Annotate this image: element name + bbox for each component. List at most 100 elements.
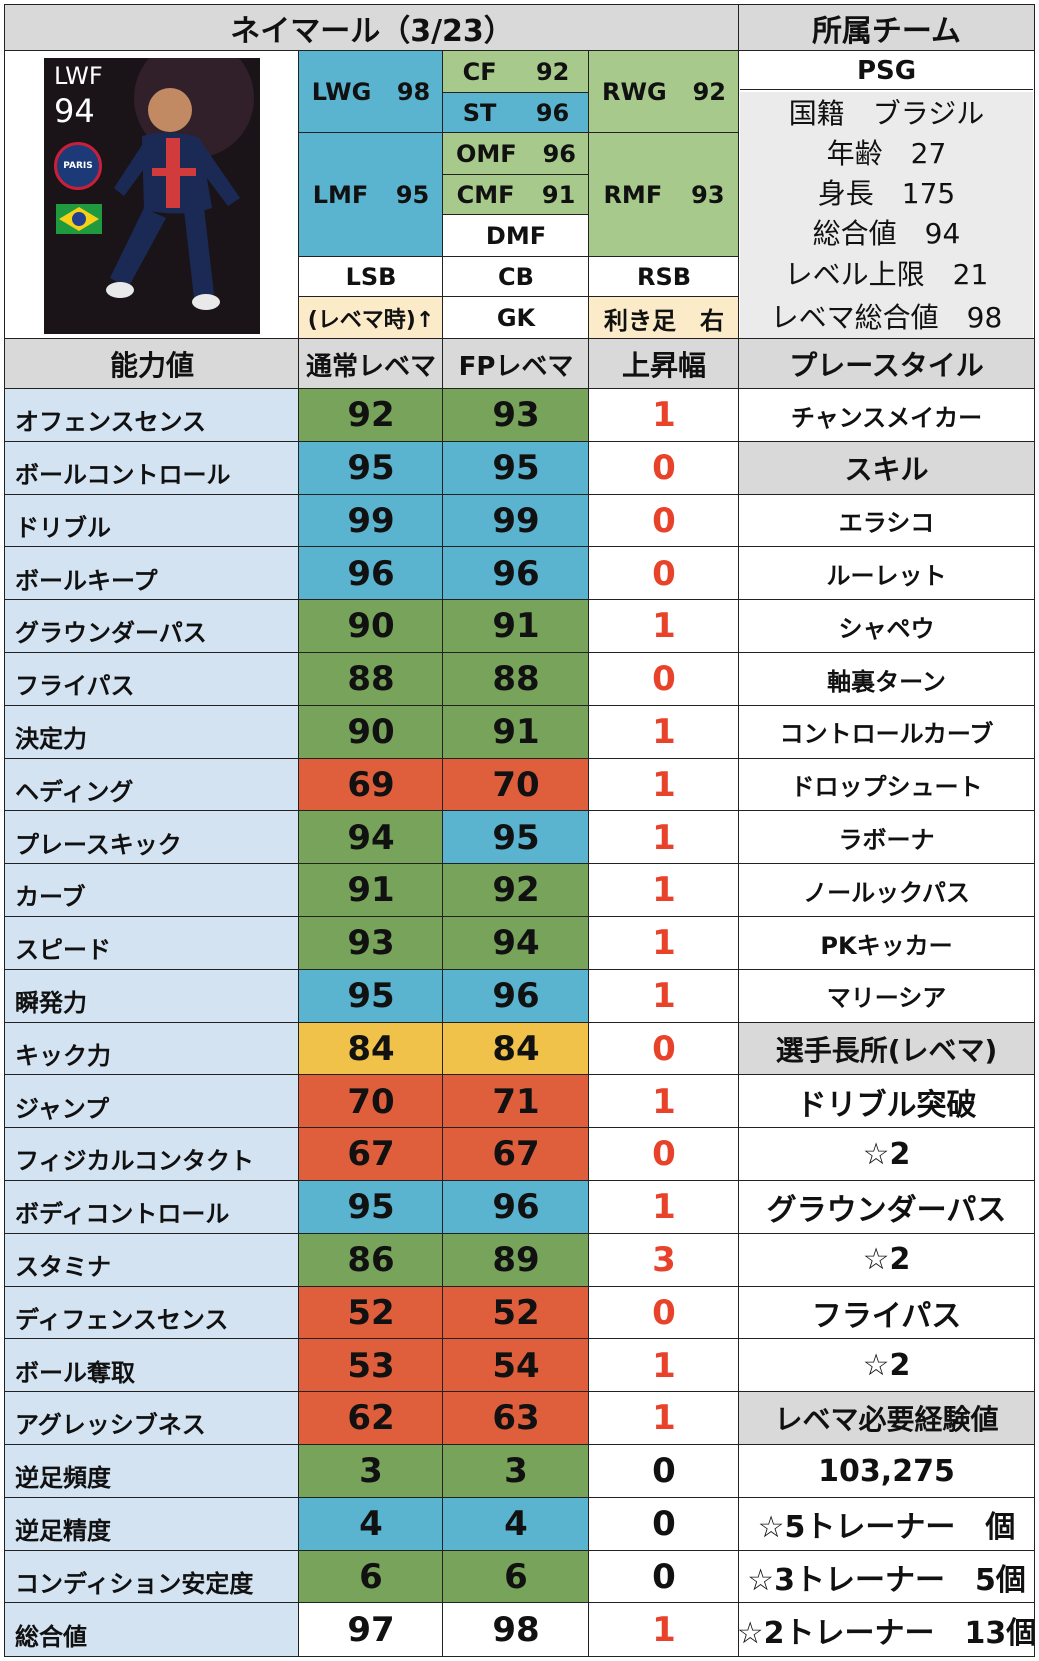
stat-name: ジャンプ bbox=[4, 1074, 300, 1129]
brazil-flag-icon bbox=[56, 204, 102, 234]
right-column-cell: レベマ必要経験値 bbox=[738, 1391, 1035, 1446]
stat-fp-value: 91 bbox=[442, 704, 590, 760]
stat-fp-value: 88 bbox=[442, 652, 590, 707]
right-column-cell: フライパス bbox=[738, 1285, 1035, 1340]
stat-diff-value: 0 bbox=[588, 1496, 740, 1552]
stat-normal-value: 88 bbox=[298, 652, 444, 707]
stat-fp-value: 6 bbox=[442, 1549, 590, 1604]
pos-rsb: RSB bbox=[588, 256, 740, 298]
stat-diff-value: 0 bbox=[588, 1549, 740, 1604]
max-level-overall: レベマ総合値 98 bbox=[740, 294, 1033, 338]
col-header-ability: 能力値 bbox=[4, 338, 300, 390]
stat-fp-value: 95 bbox=[442, 440, 590, 496]
stat-normal-value: 4 bbox=[298, 1496, 444, 1552]
stat-diff-value: 1 bbox=[588, 599, 740, 654]
club-badge-text: PARIS bbox=[63, 161, 93, 171]
stat-diff-value: 1 bbox=[588, 810, 740, 865]
stat-normal-value: 84 bbox=[298, 1021, 444, 1076]
stat-fp-value: 99 bbox=[442, 493, 590, 548]
stat-normal-value: 90 bbox=[298, 599, 444, 654]
stat-name: コンディション安定度 bbox=[4, 1549, 300, 1604]
pos-rmf: RMF 93 bbox=[588, 132, 740, 258]
stat-diff-value: 0 bbox=[588, 546, 740, 601]
stat-diff-value: 1 bbox=[588, 1074, 740, 1129]
stat-normal-value: 69 bbox=[298, 757, 444, 812]
stat-fp-value: 67 bbox=[442, 1127, 590, 1182]
stat-normal-value: 97 bbox=[298, 1602, 444, 1657]
stat-fp-value: 52 bbox=[442, 1285, 590, 1340]
stat-name: カーブ bbox=[4, 863, 300, 918]
stat-name: ボールキープ bbox=[4, 546, 300, 601]
stat-name: アグレッシブネス bbox=[4, 1391, 300, 1446]
overall-rating: 総合値 94 bbox=[740, 212, 1033, 252]
stat-diff-value: 0 bbox=[588, 1444, 740, 1499]
right-column-cell: PKキッカー bbox=[738, 916, 1035, 971]
club-badge-icon: PARIS bbox=[54, 142, 102, 190]
stat-name: スピード bbox=[4, 916, 300, 971]
stat-normal-value: 92 bbox=[298, 388, 444, 443]
stat-fp-value: 92 bbox=[442, 863, 590, 918]
stat-name: ボディコントロール bbox=[4, 1180, 300, 1235]
right-column-cell: グラウンダーパス bbox=[738, 1180, 1035, 1235]
stat-normal-value: 62 bbox=[298, 1391, 444, 1446]
col-header-normal: 通常レベマ bbox=[298, 338, 444, 390]
stat-diff-value: 1 bbox=[588, 863, 740, 918]
right-column-cell: ☆2トレーナー 13個 bbox=[738, 1602, 1035, 1657]
preferred-foot: 利き足 右 bbox=[588, 296, 740, 340]
stat-normal-value: 70 bbox=[298, 1074, 444, 1129]
stat-diff-value: 0 bbox=[588, 493, 740, 548]
stat-diff-value: 1 bbox=[588, 1338, 740, 1393]
right-column-cell: ☆5トレーナー 個 bbox=[738, 1496, 1035, 1552]
stat-fp-value: 91 bbox=[442, 599, 590, 654]
right-column-cell: コントロールカーブ bbox=[738, 704, 1035, 760]
stat-normal-value: 6 bbox=[298, 1549, 444, 1604]
stat-normal-value: 95 bbox=[298, 1180, 444, 1235]
stat-normal-value: 91 bbox=[298, 863, 444, 918]
stat-name: グラウンダーパス bbox=[4, 599, 300, 654]
team-header: 所属チーム bbox=[738, 4, 1035, 52]
sheet-title: ネイマール（3/23） bbox=[4, 4, 740, 52]
stat-normal-value: 86 bbox=[298, 1232, 444, 1288]
club-name: PSG bbox=[740, 52, 1033, 90]
stat-name: 瞬発力 bbox=[4, 968, 300, 1024]
pos-cmf: CMF 91 bbox=[442, 174, 590, 216]
right-column-cell: ☆2 bbox=[738, 1232, 1035, 1288]
right-column-cell: ドロップシュート bbox=[738, 757, 1035, 812]
stat-normal-value: 3 bbox=[298, 1444, 444, 1499]
stat-diff-value: 0 bbox=[588, 1285, 740, 1340]
pos-omf: OMF 96 bbox=[442, 132, 590, 176]
stat-fp-value: 70 bbox=[442, 757, 590, 812]
stat-diff-value: 1 bbox=[588, 968, 740, 1024]
stat-fp-value: 96 bbox=[442, 546, 590, 601]
right-column-cell: ノールックパス bbox=[738, 863, 1035, 918]
stat-diff-value: 1 bbox=[588, 388, 740, 443]
stat-diff-value: 0 bbox=[588, 1127, 740, 1182]
stat-name: 決定力 bbox=[4, 704, 300, 760]
card-rating: 94 bbox=[54, 92, 95, 130]
stat-diff-value: 1 bbox=[588, 1180, 740, 1235]
max-level-note: (レベマ時)↑ bbox=[298, 296, 444, 340]
stat-normal-value: 95 bbox=[298, 968, 444, 1024]
stat-diff-value: 0 bbox=[588, 440, 740, 496]
stat-normal-value: 99 bbox=[298, 493, 444, 548]
stat-normal-value: 52 bbox=[298, 1285, 444, 1340]
pos-lwg: LWG 98 bbox=[298, 50, 444, 134]
stat-normal-value: 94 bbox=[298, 810, 444, 865]
stat-name: オフェンスセンス bbox=[4, 388, 300, 443]
pos-lsb: LSB bbox=[298, 256, 444, 298]
card-position: LWF bbox=[54, 62, 103, 90]
stat-normal-value: 53 bbox=[298, 1338, 444, 1393]
stat-diff-value: 3 bbox=[588, 1232, 740, 1288]
col-header-fp: FPレベマ bbox=[442, 338, 590, 390]
right-column-cell: スキル bbox=[738, 440, 1035, 496]
stat-name: ボール奪取 bbox=[4, 1338, 300, 1393]
right-column-cell: ☆3トレーナー 5個 bbox=[738, 1549, 1035, 1604]
stat-name: 総合値 bbox=[4, 1602, 300, 1657]
stat-fp-value: 71 bbox=[442, 1074, 590, 1129]
stat-name: 逆足精度 bbox=[4, 1496, 300, 1552]
stat-fp-value: 96 bbox=[442, 1180, 590, 1235]
player-photo bbox=[44, 58, 260, 334]
pos-rwg: RWG 92 bbox=[588, 50, 740, 134]
stat-diff-value: 0 bbox=[588, 1021, 740, 1076]
